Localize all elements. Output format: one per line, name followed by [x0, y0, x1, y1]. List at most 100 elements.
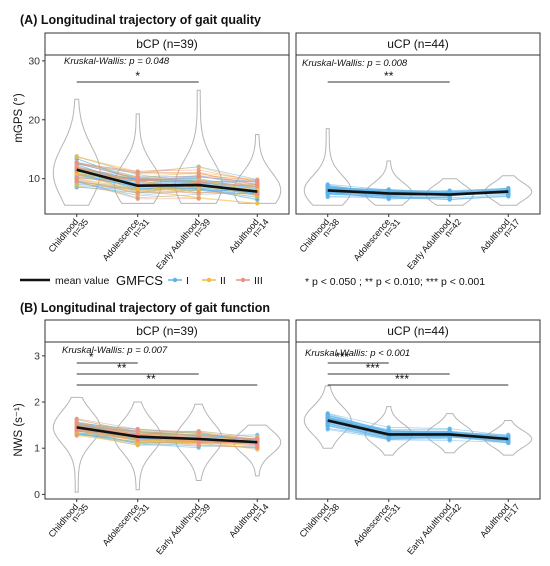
panel-a-title: (A) Longitudinal trajectory of gait qual…: [20, 13, 261, 27]
subject-point-a-bcp-64-2: [196, 196, 201, 201]
ytick-label-A-20: 20: [28, 114, 40, 126]
strip-a-bcp-title: bCP (n=39): [136, 37, 197, 51]
subject-point-b-bcp-62-3: [255, 445, 260, 450]
legend-gmfcs-title: GMFCS: [116, 273, 163, 288]
panel-a-ylabel: mGPS (°): [13, 93, 25, 142]
sig-label-b-bcp-0: *: [89, 350, 94, 364]
kruskal-a-ucp: Kruskal-Wallis: p = 0.008: [302, 58, 408, 69]
subject-line-b-ucp-43: [327, 415, 509, 437]
subject-line-a-bcp-62: [76, 162, 258, 181]
subject-line-a-bcp-45: [76, 173, 258, 193]
legend-level-iii-label: III: [254, 275, 263, 287]
xtick-label-b-bcp-early-adulthood: Early Adulthood: [154, 502, 202, 557]
facet-content-b-bcp: *****: [52, 350, 282, 493]
subject-point-b-bcp-65-0: [74, 422, 79, 427]
strip-b-bcp-title: bCP (n=39): [136, 324, 197, 338]
facet-b-ucp: uCP (n=44) Kruskal-Wallis: p < 0.001 ***…: [295, 319, 541, 500]
subject-point-b-ucp-22-1: [386, 425, 391, 430]
subject-point-a-bcp-61-1: [135, 190, 140, 196]
facet-content-a-ucp: **: [303, 69, 533, 206]
sig-label-b-ucp-0: ***: [335, 350, 349, 364]
sig-label-a-bcp-0: *: [135, 69, 140, 83]
panel-b-ylabel: NWS (s⁻¹): [13, 403, 25, 457]
significance-note: * p < 0.050 ; ** p < 0.010; *** p < 0.00…: [305, 276, 485, 288]
subject-point-a-bcp-63-2: [196, 174, 201, 179]
sig-label-a-ucp-0: **: [384, 69, 394, 83]
subject-line-b-bcp-62: [76, 430, 258, 449]
subject-line-b-ucp-13: [327, 425, 509, 443]
facet-content-b-ucp: *** *** ***: [303, 350, 533, 456]
subject-point-a-bcp-60-1: [135, 170, 140, 175]
subject-line-a-bcp-63: [76, 167, 258, 185]
mean-line-a-bcp: [76, 168, 258, 193]
violin-b-bcp-adolescence: [113, 401, 162, 491]
subject-point-a-bcp-43-3: [255, 201, 260, 206]
subject-point-b-ucp-43-1: [386, 429, 391, 434]
subject-point-a-bcp-65-3: [255, 184, 260, 189]
subject-point-a-bcp-61-2: [196, 190, 201, 195]
ytick-label-B-1: 1: [34, 443, 40, 455]
sig-label-b-ucp-1: ***: [366, 361, 380, 375]
subject-point-b-bcp-60-0: [74, 433, 79, 438]
mean-line-b-ucp: [327, 419, 509, 441]
facet-b-bcp: bCP (n=39) Kruskal-Wallis: p = 0.007 ***…: [44, 319, 290, 500]
ytick-label-B-3: 3: [34, 350, 40, 362]
subject-point-b-ucp-43-3: [506, 434, 511, 439]
legend-level-i-dot: [172, 277, 178, 283]
subject-point-b-ucp-43-0: [325, 413, 330, 418]
subject-point-a-bcp-55-0: [74, 155, 79, 160]
legend-level-ii-dot: [206, 277, 212, 283]
subject-line-a-bcp-61: [76, 178, 258, 195]
xtick-label-a-ucp-adolescence: Adolescence: [351, 217, 392, 263]
subject-point-a-bcp-65-2: [196, 180, 201, 185]
subject-line-b-bcp-63: [76, 418, 258, 440]
xtick-label-a-bcp-adolescence: Adolescence: [100, 217, 141, 263]
subject-line-a-bcp-65: [76, 168, 258, 187]
subject-point-b-ucp-28-0: [325, 427, 330, 432]
violin-a-ucp-adulthood: [484, 175, 533, 206]
strip-a-ucp-title: uCP (n=44): [387, 37, 448, 51]
ytick-label-A-10: 10: [28, 173, 40, 185]
subject-point-a-bcp-64-1: [135, 196, 140, 201]
subject-line-b-ucp-22: [327, 413, 509, 436]
subject-point-a-bcp-63-1: [135, 179, 140, 184]
ytick-label-A-30: 30: [28, 55, 40, 67]
subject-point-a-ucp-35-3: [506, 194, 511, 199]
legend-level-iii-dot: [240, 277, 246, 283]
legend: mean value GMFCS I II III * p < 0.050 ; **…: [20, 273, 485, 288]
subject-point-b-bcp-63-1: [135, 427, 140, 432]
subject-point-b-bcp-62-2: [196, 443, 201, 448]
xtick-label-b-ucp-adolescence: Adolescence: [351, 502, 392, 548]
legend-level-ii-label: II: [220, 275, 226, 287]
ytick-label-B-2: 2: [34, 397, 40, 409]
legend-level-i-label: I: [186, 275, 189, 287]
facet-content-a-bcp: *: [52, 69, 282, 206]
violin-a-ucp-childhood: [303, 128, 352, 206]
subject-line-a-bcp-60: [76, 162, 258, 186]
violin-b-bcp-childhood: [52, 396, 101, 493]
subject-point-a-bcp-62-0: [74, 161, 79, 166]
subject-point-a-bcp-64-0: [74, 179, 79, 184]
xtick-label-a-bcp-early-adulthood: Early Adulthood: [154, 217, 202, 272]
subject-point-b-bcp-63-0: [74, 416, 79, 421]
subject-point-b-ucp-43-2: [447, 429, 452, 434]
kruskal-a-bcp: Kruskal-Wallis: p = 0.048: [64, 56, 170, 67]
subject-point-b-ucp-40-2: [447, 436, 452, 442]
panel-b-title: (B) Longitudinal trajectory of gait func…: [20, 301, 270, 315]
subject-line-b-bcp-53: [76, 419, 258, 441]
violin-b-ucp-adulthood: [484, 420, 533, 456]
violin-b-bcp-early-adulthood: [174, 403, 223, 481]
subject-point-a-bcp-65-1: [135, 174, 140, 179]
subject-point-b-bcp-47-1: [135, 443, 140, 448]
facet-a-bcp: bCP (n=39) Kruskal-Wallis: p = 0.048 *: [44, 32, 290, 215]
subject-point-a-ucp-42-0: [325, 190, 330, 196]
ytick-label-B-0: 0: [34, 489, 40, 501]
mean-line-b-bcp: [76, 426, 258, 444]
sig-label-b-bcp-2: **: [146, 372, 156, 386]
xtick-label-b-bcp-adolescence: Adolescence: [100, 502, 141, 548]
subject-point-a-bcp-59-2: [196, 167, 201, 172]
subject-point-b-bcp-62-0: [74, 428, 79, 433]
subject-line-a-bcp-43: [76, 178, 258, 204]
subject-line-a-bcp-54: [76, 180, 258, 196]
